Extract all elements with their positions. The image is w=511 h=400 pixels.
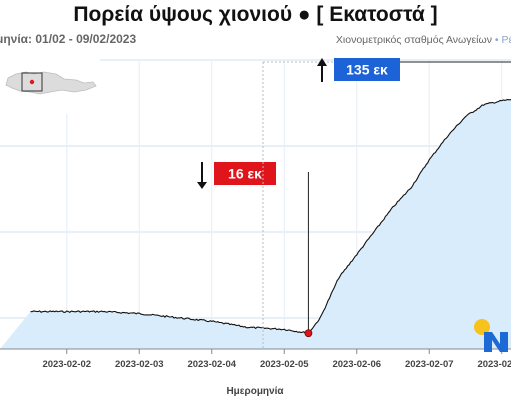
crete-locator-map xyxy=(0,56,100,114)
brand-logo xyxy=(474,319,508,352)
station-suffix: • Ρέθ xyxy=(494,34,511,46)
x-tick-label: 2023-02-07 xyxy=(405,359,454,370)
station-location-dot xyxy=(29,79,35,85)
x-tick-label: 2023-02-05 xyxy=(260,359,309,370)
min-marker-label: 16 εκ xyxy=(228,166,262,182)
down-arrow-icon xyxy=(197,182,207,189)
x-tick-label: 2023-02-04 xyxy=(187,359,236,370)
max-marker-label: 135 εκ xyxy=(346,62,388,78)
map-focus-box xyxy=(21,72,43,92)
logo-sun-circle xyxy=(474,319,490,335)
snow-area-fill xyxy=(0,99,511,349)
x-tick-label: 2023-02-08 xyxy=(477,359,511,370)
date-range: μηνία: 01/02 - 09/02/2023 xyxy=(0,32,137,46)
up-arrow-icon xyxy=(317,58,327,66)
x-axis: 2023-02-02 2023-02-03 2023-02-04 2023-02-05… xyxy=(0,348,511,397)
chart-title: Πορεία ύψους χιονιού ● [ Εκατοστά ] xyxy=(73,3,438,26)
x-tick-label: 2023-02-06 xyxy=(332,359,381,370)
station-label: Χιονομετρικός σταθμός Ανωγείων xyxy=(335,34,492,46)
x-tick-label: 2023-02-03 xyxy=(115,359,164,370)
max-marker-box xyxy=(334,58,400,81)
logo-letter-shape xyxy=(484,332,508,352)
min-point-dot xyxy=(304,329,313,338)
station-name: Χιονομετρικός σταθμός Ανωγείων • Ρέθ xyxy=(336,34,511,46)
markers: 16 εκ 135 εκ xyxy=(197,58,511,349)
x-axis-label: Ημερομηνία xyxy=(226,386,284,397)
x-tick-label: 2023-02-02 xyxy=(42,359,91,370)
min-marker-box xyxy=(214,162,276,185)
snow-depth-line xyxy=(30,98,511,335)
